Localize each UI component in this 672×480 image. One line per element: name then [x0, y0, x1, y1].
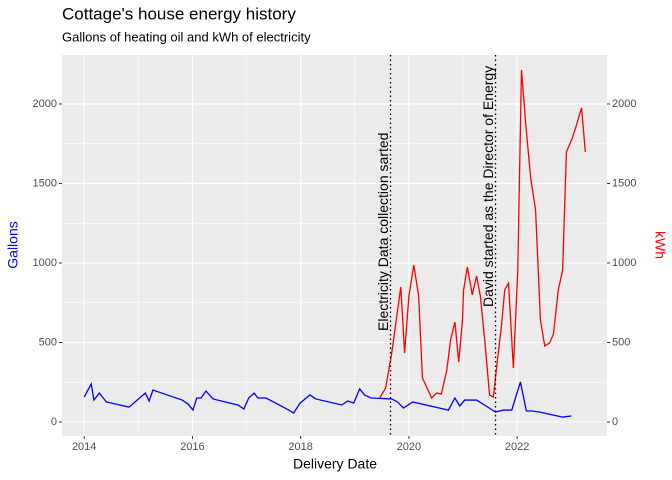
x-axis-title: Delivery Date — [293, 456, 377, 472]
data-line — [83, 381, 572, 418]
x-tick-label: 2016 — [180, 441, 204, 453]
annotation-label: David started as the Director of Energy — [480, 66, 496, 307]
x-tick-label: 2022 — [505, 441, 529, 453]
x-tick-label: 2014 — [72, 441, 96, 453]
x-tick-label: 2018 — [288, 441, 312, 453]
y-tick-label: 500 — [39, 336, 57, 348]
chart-subtitle: Gallons of heating oil and kWh of electr… — [62, 29, 311, 44]
y2-tick-label: 500 — [612, 336, 630, 348]
annotation: David started as the Director of Energy — [480, 66, 496, 307]
y-tick-label: 1000 — [33, 257, 57, 269]
data-line — [379, 69, 586, 400]
x-tick-label: 2020 — [397, 441, 421, 453]
y2-axis-title: kWh — [652, 231, 668, 259]
y-axis-title: Gallons — [5, 221, 21, 268]
y-tick-label: 1500 — [33, 177, 57, 189]
annotation-label: Electricity Data collection sarted — [375, 133, 391, 331]
y2-tick-label: 1500 — [612, 177, 636, 189]
y-tick-label: 0 — [51, 416, 57, 428]
y2-tick-label: 0 — [612, 416, 618, 428]
y2-tick-label: 1000 — [612, 257, 636, 269]
plot-panel — [62, 55, 607, 436]
chart-title: Cottage's house energy history — [62, 4, 296, 23]
annotation: Electricity Data collection sarted — [375, 133, 391, 331]
y2-tick-label: 2000 — [612, 98, 636, 110]
y-tick-label: 2000 — [33, 98, 57, 110]
